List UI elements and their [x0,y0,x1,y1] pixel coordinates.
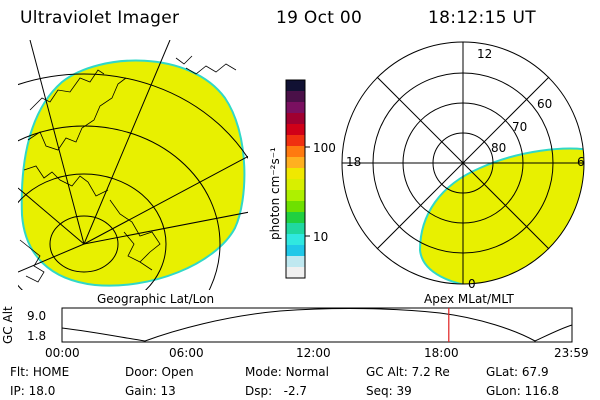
status-seq-value: 39 [396,384,412,398]
geo-map [18,40,248,290]
status-ip: IP: 18.0 [10,385,55,397]
mlt-label-left: 18 [346,155,362,169]
status-dsp-value: -2.7 [283,384,308,398]
status-glon-label: GLon: [486,384,521,398]
status-glon-value: 116.8 [524,384,559,398]
color-scale-segment [286,256,305,268]
orbit-plot-frame [61,307,573,343]
time-tick-1800: 18:00 [424,346,459,360]
status-glat: GLat: 67.9 [486,366,549,378]
status-gain-value: 13 [160,384,176,398]
orbit-axis-label: GC Alt [1,306,15,344]
image-date: 19 Oct 00 [276,8,363,28]
color-scale-frame [285,79,306,279]
color-scale-segment [286,212,305,224]
status-gcalt: GC Alt: 7.2 Re [366,366,450,378]
mlt-label-right: 6 [577,155,585,169]
color-scale-unit-label: photon cm⁻²s⁻¹ [268,147,282,240]
color-scale-segment [286,135,305,147]
status-seq: Seq: 39 [366,385,412,397]
status-dsp: Dsp: -2.7 [245,385,307,397]
color-scale-segment [286,201,305,213]
color-scale-segment [286,91,305,103]
instrument-title: Ultraviolet Imager [20,8,180,28]
mlt-label-top: 12 [477,47,493,61]
color-scale-tick-100: 100 [313,141,336,155]
status-gain-label: Gain: [125,384,157,398]
polar-aurora-image [418,147,584,284]
status-gcalt-label: GC Alt: [366,365,408,379]
status-glat-value: 67.9 [521,365,549,379]
status-gain: Gain: 13 [125,385,176,397]
geo-grid-lines [18,40,248,290]
status-mode-label: Mode: [245,365,282,379]
polar-plot-caption: Apex MLat/MLT [424,292,514,306]
coastline-outlines [19,55,237,283]
lat-label-70: 70 [512,120,528,134]
status-ip-value: 18.0 [28,384,56,398]
lat-label-80: 80 [491,141,507,155]
status-glon: GLon: 116.8 [486,385,559,397]
mlt-label-bottom: 0 [468,277,476,291]
status-mode-value: Normal [285,365,329,379]
polar-grid [341,41,585,285]
geo-map-caption: Geographic Lat/Lon [97,292,215,306]
status-flt-label: Flt: [10,365,29,379]
status-flt-value: HOME [32,365,70,379]
image-time: 18:12:15 UT [428,8,536,28]
status-dsp-label: Dsp: [245,384,273,398]
status-door-label: Door: [125,365,158,379]
status-gcalt-value: 7.2 Re [411,365,450,379]
color-scale-segment [286,146,305,158]
time-tick-2359: 23:59 [554,346,589,360]
orbit-altitude-curve [61,308,573,342]
color-scale-segment [286,223,305,235]
lat-label-60: 60 [537,97,553,111]
status-door-value: Open [161,365,194,379]
orbit-y-max: 9.0 [27,309,47,323]
status-seq-label: Seq: [366,384,393,398]
time-tick-1200: 12:00 [296,346,331,360]
status-door: Door: Open [125,366,194,378]
color-scale-segment [286,168,305,180]
color-scale-segment [286,80,305,92]
color-scale-segment [286,267,305,279]
status-ip-label: IP: [10,384,25,398]
status-flt: Flt: HOME [10,366,69,378]
color-scale-segment [286,179,305,191]
color-scale-segment [286,234,305,246]
color-scale-segment [286,245,305,257]
color-scale-segment [286,124,305,136]
color-scale-bar [286,80,305,279]
color-scale-segment [286,157,305,169]
geo-aurora-image [20,59,246,287]
color-scale-segment [286,113,305,125]
orbit-y-min: 1.8 [27,329,47,343]
color-scale-tick-10: 10 [313,230,329,244]
status-mode: Mode: Normal [245,366,329,378]
time-tick-0000: 00:00 [45,346,80,360]
status-glat-label: GLat: [486,365,519,379]
time-tick-0600: 06:00 [169,346,204,360]
color-scale-segment [286,190,305,202]
color-scale-ticks [305,146,310,237]
color-scale-segment [286,102,305,114]
